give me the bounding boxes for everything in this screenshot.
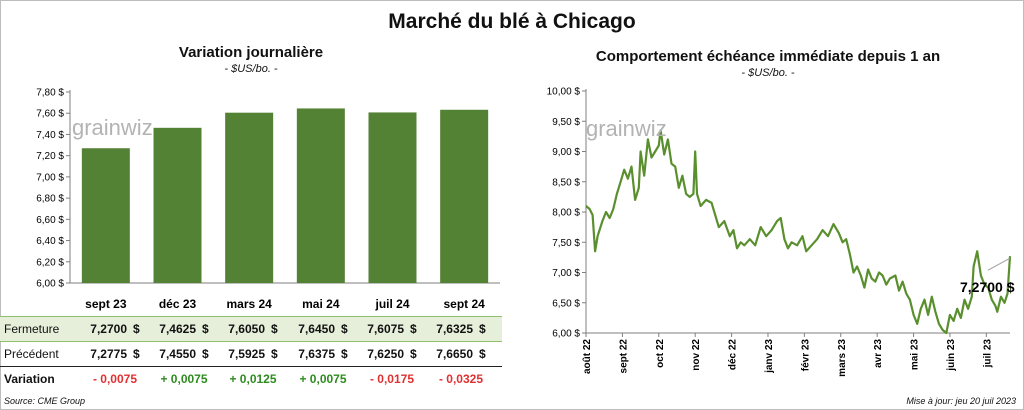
x-tick-label: mars 24 — [226, 297, 272, 311]
y-tick-label: 6,40 $ — [36, 236, 64, 247]
page-title: Marché du blé à Chicago — [388, 10, 636, 33]
y-tick-label: 8,00 $ — [552, 208, 580, 219]
x-tick-label: oct 22 — [655, 339, 666, 368]
y-tick-label: 7,40 $ — [36, 130, 64, 141]
x-tick-label: juil 24 — [374, 297, 409, 311]
x-tick-label: août 22 — [582, 339, 593, 374]
x-tick-label: sept 24 — [443, 297, 485, 311]
x-tick-label: sept 23 — [85, 297, 127, 311]
left-chart-unit: - $US/bo. - — [224, 63, 278, 75]
x-tick-label: sept 22 — [618, 339, 629, 374]
row-label: Variation — [4, 372, 55, 386]
bar — [81, 148, 130, 283]
table-row-variation: Variation - 0,0075 + 0,0075 + 0,0125 + 0… — [0, 367, 502, 391]
table-cell: 7,4550 $ — [159, 347, 209, 361]
right-chart-title: Comportement échéance immédiate depuis 1… — [595, 48, 941, 65]
y-tick-label: 7,80 $ — [36, 88, 64, 99]
table-cell: 7,2775 $ — [90, 347, 140, 361]
bar — [440, 109, 489, 283]
table-cell: 7,6450 $ — [298, 322, 348, 336]
table-row-close: Fermeture 7,2700 $ 7,4625 $ 7,6050 $ 7,6450… — [0, 316, 502, 342]
y-tick-label: 7,00 $ — [552, 268, 580, 279]
table-cell: 7,6075 $ — [367, 322, 417, 336]
table-cell: 7,4625 $ — [159, 322, 209, 336]
left-chart-title: Variation journalière — [178, 44, 324, 61]
x-tick-label: avr 23 — [873, 339, 884, 368]
x-tick-label: déc 22 — [728, 339, 739, 371]
bar-chart-watermark: grainwiz — [72, 115, 153, 140]
price-table: Fermeture 7,2700 $ 7,4625 $ 7,6050 $ 7,6450… — [0, 316, 502, 391]
y-tick-label: 6,00 $ — [552, 329, 580, 340]
price-series-line — [585, 129, 1012, 335]
left-chart-header: Variation journalière - $US/bo. - — [0, 44, 502, 75]
bar — [296, 108, 345, 283]
y-tick-label: 6,00 $ — [36, 279, 64, 290]
y-tick-label: 7,20 $ — [36, 151, 64, 162]
y-tick-label: 7,00 $ — [36, 172, 64, 183]
table-cell: 7,2700 $ — [90, 322, 140, 336]
y-tick-label: 7,50 $ — [552, 238, 580, 249]
table-cell: 7,6375 $ — [298, 347, 348, 361]
line-chart: 6,00 $ 6,50 $ 7,00 $ 7,50 $ 8,00 $ 8,50 $ 9,00… — [547, 87, 1015, 377]
x-tick-label: déc 23 — [159, 297, 197, 311]
bar — [225, 112, 274, 283]
last-value-label: 7,2700 $ — [960, 279, 1015, 295]
table-cell: - 0,0175 — [369, 372, 415, 386]
table-cell: 7,6250 $ — [367, 347, 417, 361]
table-cell: - 0,0325 — [438, 372, 484, 386]
y-tick-label: 8,50 $ — [552, 177, 580, 188]
right-chart-header: Comportement échéance immédiate depuis 1… — [518, 48, 1018, 79]
bar — [368, 112, 417, 283]
right-chart-unit: - $US/bo. - — [741, 67, 795, 79]
y-tick-label: 9,50 $ — [552, 117, 580, 128]
table-cell: - 0,0075 — [92, 372, 138, 386]
x-tick-label: nov 22 — [691, 339, 702, 371]
x-tick-label: janv 23 — [764, 339, 775, 374]
table-cell: 7,5925 $ — [228, 347, 278, 361]
y-tick-label: 10,00 $ — [547, 87, 581, 98]
source-note: Source: CME Group — [4, 396, 86, 406]
row-label: Précédent — [4, 347, 59, 361]
table-cell: 7,6325 $ — [436, 322, 486, 336]
x-tick-label: juil 23 — [982, 339, 993, 369]
x-tick-label: mai 23 — [910, 339, 921, 371]
y-tick-label: 6,20 $ — [36, 257, 64, 268]
x-tick-label: mai 24 — [302, 297, 340, 311]
last-value-leader — [987, 257, 1011, 271]
row-label: Fermeture — [4, 322, 60, 336]
update-note: Mise à jour: jeu 20 juil 2023 — [906, 396, 1016, 406]
x-tick-label: mars 23 — [837, 339, 848, 377]
y-tick-label: 6,60 $ — [36, 215, 64, 226]
table-cell: + 0,0075 — [299, 372, 347, 386]
table-cell: 7,6650 $ — [436, 347, 486, 361]
bar — [153, 127, 202, 283]
y-tick-label: 6,50 $ — [552, 298, 580, 309]
table-cell: 7,6050 $ — [228, 322, 278, 336]
line-chart-watermark: grainwiz — [586, 116, 667, 141]
table-row-previous: Précédent 7,2775 $ 7,4550 $ 7,5925 $ 7,6375… — [0, 342, 502, 367]
x-tick-label: juin 23 — [946, 339, 957, 372]
x-tick-label: févr 23 — [800, 339, 811, 372]
table-cell: + 0,0125 — [229, 372, 277, 386]
bar-chart: 6,00 $ 6,20 $ 6,40 $ 6,60 $ 6,80 $ 7,00 $ 7,20… — [36, 88, 500, 311]
y-tick-label: 9,00 $ — [552, 147, 580, 158]
table-cell: + 0,0075 — [160, 372, 208, 386]
y-tick-label: 7,60 $ — [36, 109, 64, 120]
y-tick-label: 6,80 $ — [36, 194, 64, 205]
